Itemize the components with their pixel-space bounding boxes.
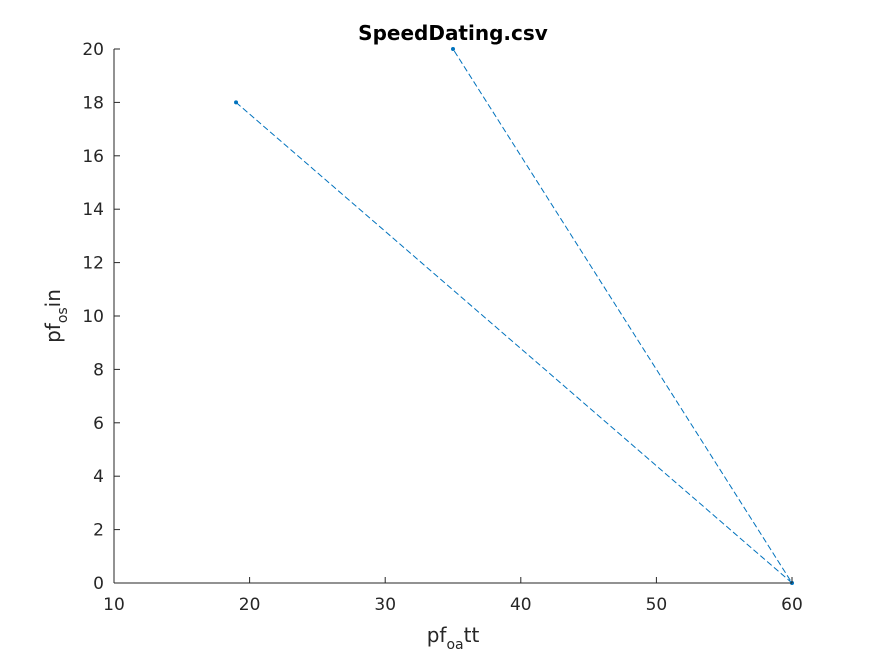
ticks-layer: 10 20 30 40 50 60 0 2 4 6 8 10 12 14 16 18 20 [82,40,802,615]
x-axis-title-sub: oa [446,637,463,653]
x-axis-title-rest: tt [464,623,480,647]
x-axis-title-base: pf [427,623,448,647]
x-tick-label: 40 [510,595,532,615]
x-tick-label: 50 [646,595,668,615]
y-axis-title-rest: in [41,289,65,307]
y-tick-label: 20 [82,40,104,60]
y-tick-label: 6 [93,414,104,434]
x-tick-label: 60 [781,595,803,615]
y-tick-label: 0 [93,574,104,594]
chart-title: SpeedDating.csv [358,21,548,45]
y-tick-label: 16 [82,147,104,167]
y-tick-label: 18 [82,93,104,113]
y-axis-title-base: pf [41,322,65,343]
x-axis-title: pfoatt [427,623,480,653]
y-axis-title: pfosin [41,289,71,343]
y-tick-label: 2 [93,521,104,541]
y-tick-label: 8 [93,360,104,380]
y-tick-label: 10 [82,307,104,327]
x-tick-label: 30 [374,595,396,615]
y-axis-title-sub: os [55,307,71,323]
x-tick-label: 10 [103,595,125,615]
plot-area [114,49,792,583]
data-point [234,100,239,105]
y-tick-label: 14 [82,200,104,220]
x-tick-label: 20 [239,595,261,615]
y-tick-label: 4 [93,467,104,487]
y-tick-label: 12 [82,254,104,274]
data-point [451,47,455,51]
